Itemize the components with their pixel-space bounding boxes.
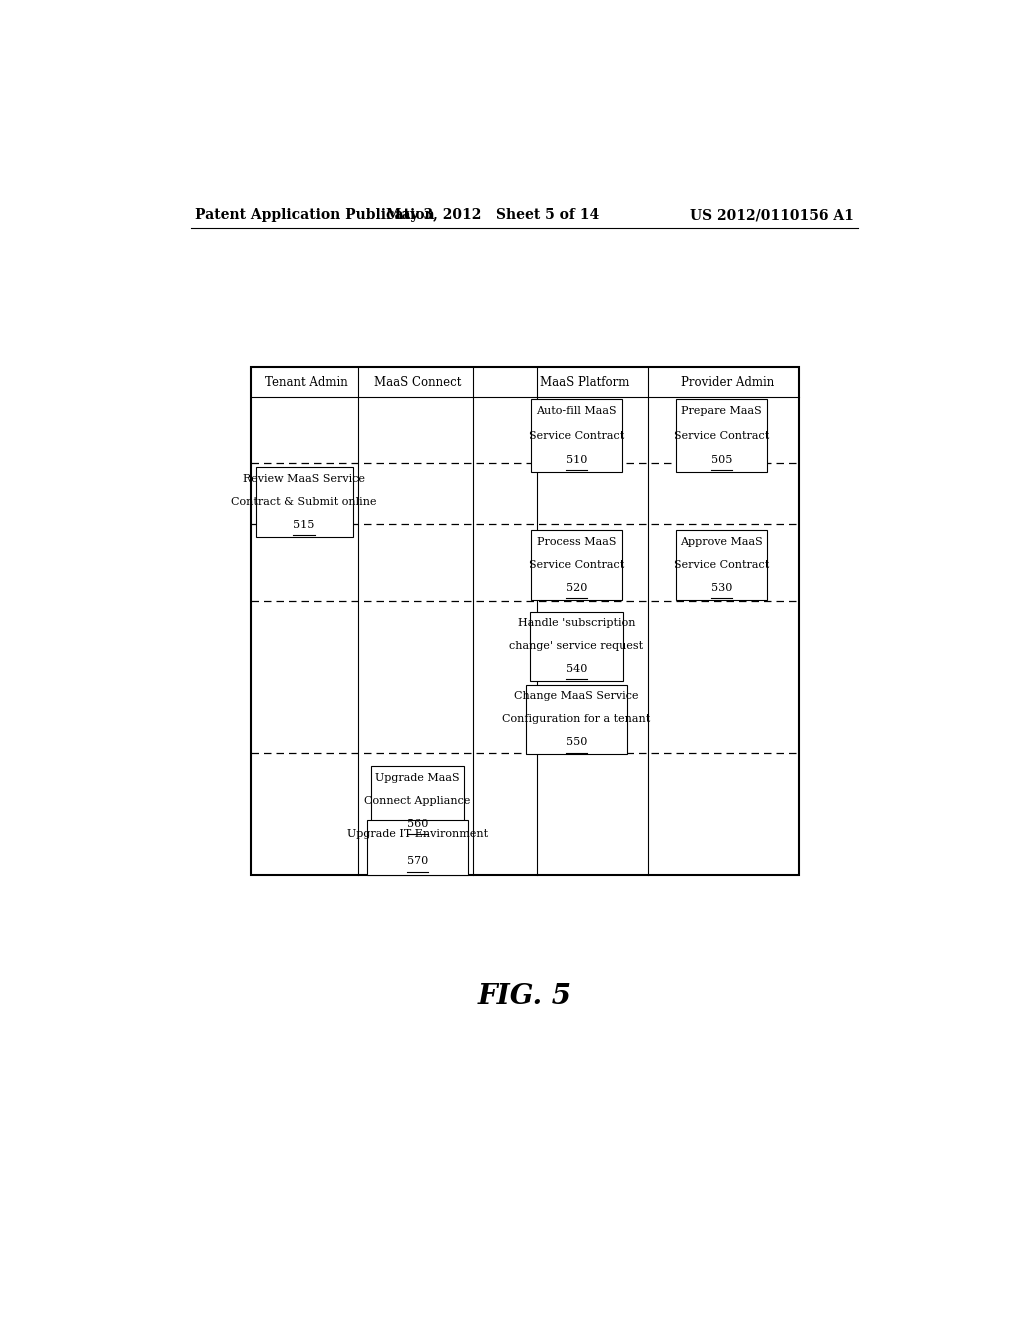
Bar bbox=[530, 399, 622, 473]
Text: Upgrade MaaS: Upgrade MaaS bbox=[376, 772, 460, 783]
Text: 520: 520 bbox=[565, 583, 587, 593]
Text: US 2012/0110156 A1: US 2012/0110156 A1 bbox=[690, 209, 854, 222]
Text: 515: 515 bbox=[294, 520, 314, 531]
Text: Contract & Submit online: Contract & Submit online bbox=[231, 496, 377, 507]
Text: Service Contract: Service Contract bbox=[674, 430, 769, 441]
Text: 530: 530 bbox=[711, 583, 732, 593]
Text: Auto-fill MaaS: Auto-fill MaaS bbox=[537, 407, 616, 417]
Text: 550: 550 bbox=[565, 738, 587, 747]
Text: 505: 505 bbox=[711, 455, 732, 465]
Text: Process MaaS: Process MaaS bbox=[537, 537, 616, 546]
Text: MaaS Platform: MaaS Platform bbox=[540, 375, 629, 388]
Text: Upgrade IT Environment: Upgrade IT Environment bbox=[347, 829, 488, 838]
Bar bbox=[371, 766, 465, 836]
Text: 570: 570 bbox=[407, 857, 428, 866]
Text: 540: 540 bbox=[565, 664, 587, 675]
Text: 510: 510 bbox=[565, 455, 587, 465]
Bar bbox=[529, 611, 624, 681]
Bar bbox=[676, 531, 767, 599]
Text: Handle 'subscription: Handle 'subscription bbox=[518, 618, 635, 628]
Text: Provider Admin: Provider Admin bbox=[681, 375, 774, 388]
Text: Change MaaS Service: Change MaaS Service bbox=[514, 692, 639, 701]
Text: Connect Appliance: Connect Appliance bbox=[365, 796, 471, 805]
Text: change' service request: change' service request bbox=[509, 642, 643, 651]
Text: FIG. 5: FIG. 5 bbox=[478, 983, 571, 1010]
Text: Review MaaS Service: Review MaaS Service bbox=[243, 474, 366, 484]
Text: 560: 560 bbox=[407, 818, 428, 829]
Bar bbox=[525, 685, 627, 754]
Text: Prepare MaaS: Prepare MaaS bbox=[681, 407, 762, 417]
Text: Service Contract: Service Contract bbox=[528, 430, 624, 441]
Bar bbox=[367, 820, 468, 875]
Text: Patent Application Publication: Patent Application Publication bbox=[196, 209, 435, 222]
Text: Tenant Admin: Tenant Admin bbox=[265, 375, 348, 388]
Text: Configuration for a tenant: Configuration for a tenant bbox=[502, 714, 650, 725]
Text: MaaS Connect: MaaS Connect bbox=[374, 375, 462, 388]
Bar bbox=[676, 399, 767, 473]
Bar bbox=[256, 467, 352, 536]
Text: May 3, 2012   Sheet 5 of 14: May 3, 2012 Sheet 5 of 14 bbox=[386, 209, 600, 222]
Text: Approve MaaS: Approve MaaS bbox=[680, 537, 763, 546]
Bar bbox=[251, 367, 799, 875]
Text: Service Contract: Service Contract bbox=[674, 560, 769, 570]
Text: Service Contract: Service Contract bbox=[528, 560, 624, 570]
Bar bbox=[530, 531, 622, 599]
